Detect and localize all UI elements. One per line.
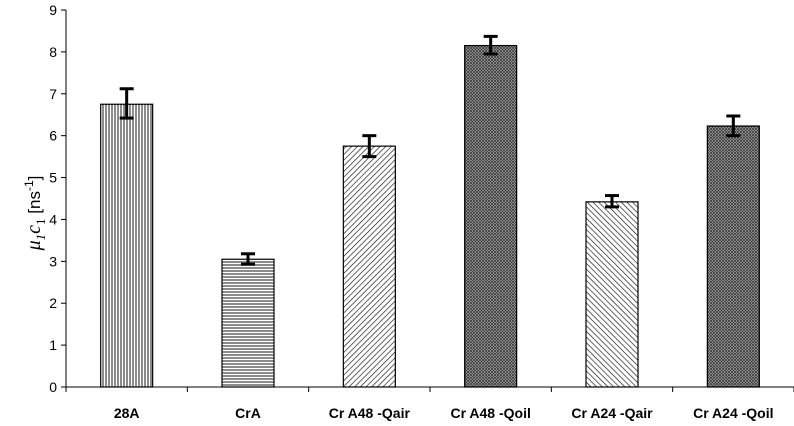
y-tick-label: 2 xyxy=(49,295,57,311)
y-tick-label: 5 xyxy=(49,170,57,186)
bars xyxy=(100,45,760,388)
category-label: Cr A24 -Qoil xyxy=(693,405,773,421)
ylabel-sub2: 1 xyxy=(33,218,48,225)
y-tick-label: 3 xyxy=(49,253,57,269)
y-axis-label: μ1c1 [ns-1] xyxy=(22,176,48,252)
y-tick-label: 7 xyxy=(49,86,57,102)
y-axis: 0 1 2 3 4 5 6 7 8 9 xyxy=(49,2,67,395)
category-label: CrA xyxy=(235,405,261,421)
y-tick-label: 1 xyxy=(49,337,57,353)
y-tick-label: 8 xyxy=(49,44,57,60)
ylabel-sub: 1 xyxy=(33,234,48,241)
bar xyxy=(100,103,154,388)
bar xyxy=(342,145,396,388)
bar xyxy=(706,125,760,388)
category-label: 28A xyxy=(114,405,140,421)
ylabel-unit: [ns xyxy=(25,191,44,218)
bar xyxy=(585,201,639,388)
ylabel-sup: -1 xyxy=(22,180,36,191)
category-label: Cr A24 -Qair xyxy=(571,405,653,421)
ylabel-mu: μ xyxy=(23,240,45,251)
y-tick-label: 0 xyxy=(49,379,57,395)
category-labels: 28A CrA Cr A48 -Qair Cr A48 -Qoil Cr A24 -Qa… xyxy=(114,405,774,421)
category-label: Cr A48 -Qoil xyxy=(450,405,530,421)
y-tick-label: 4 xyxy=(49,211,57,227)
ylabel-c: c xyxy=(23,225,45,234)
x-axis xyxy=(65,386,794,392)
error-bars xyxy=(119,34,741,266)
y-tick-label: 6 xyxy=(49,128,57,144)
bar xyxy=(221,258,275,388)
category-label: Cr A48 -Qair xyxy=(329,405,411,421)
bar xyxy=(464,45,518,388)
y-tick-label: 9 xyxy=(49,2,57,18)
ylabel-end: ] xyxy=(25,176,44,181)
